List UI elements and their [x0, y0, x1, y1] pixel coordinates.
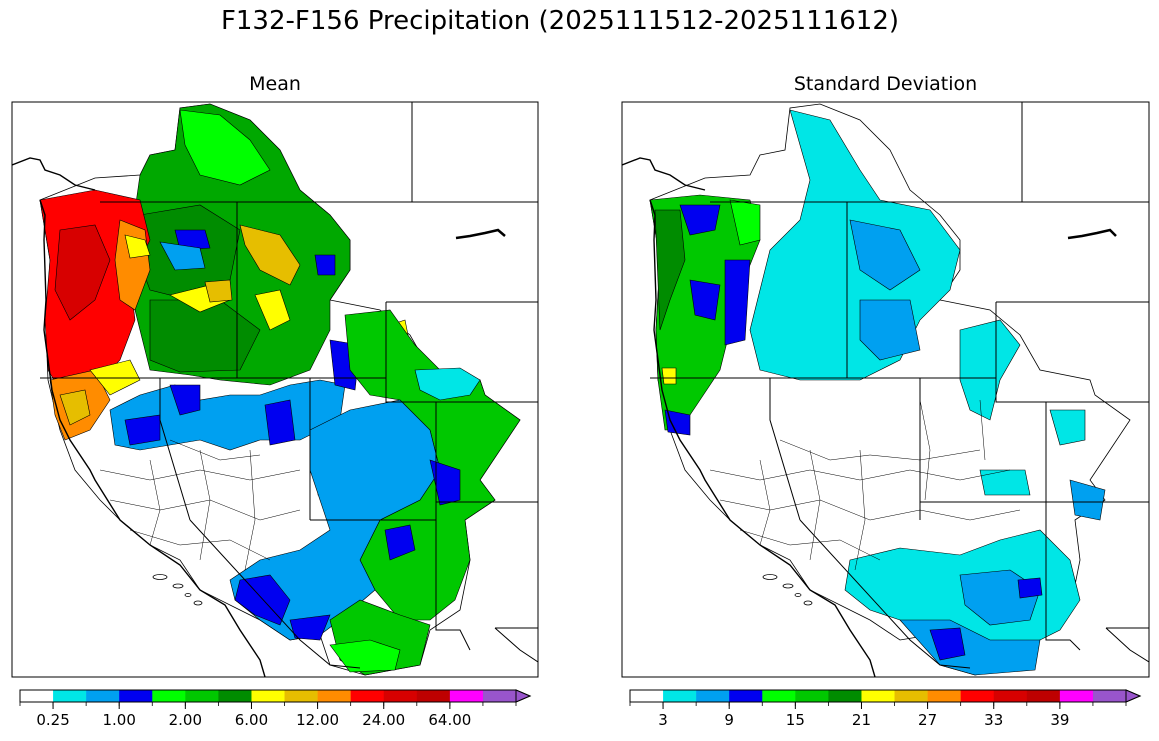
- mean-colorbar-segment: [482, 690, 517, 702]
- std-tick-label: 15: [785, 711, 805, 729]
- std-colorbar-segment: [762, 690, 796, 702]
- std-tick-label: 9: [724, 711, 734, 729]
- std-yellow-coast: [661, 367, 677, 385]
- std-colorbar-segment: [993, 690, 1028, 702]
- mean-yellow-3: [254, 289, 291, 331]
- mean-colorbar-segment: [53, 690, 87, 702]
- mean-blue-mid-2: [264, 399, 296, 446]
- std-tick-label: 39: [1050, 711, 1070, 729]
- std-sky-east: [1069, 479, 1106, 521]
- mean-state-borders: [40, 102, 538, 669]
- std-blue-south-2: [1017, 577, 1043, 599]
- mean-map-frame: [11, 101, 539, 678]
- std-colorbar-segment: [894, 690, 928, 702]
- mean-blue-south-1: [234, 574, 291, 626]
- mean-gold-1: [239, 224, 301, 286]
- std-lightgreen-coast: [729, 199, 761, 246]
- mean-colorbar-segment: [317, 690, 351, 702]
- mean-great-lake: [455, 228, 506, 240]
- mean-gold-sw: [59, 389, 91, 426]
- std-colorbar-segment: [795, 690, 829, 702]
- mean-panel-title: Mean: [249, 73, 301, 95]
- mean-colorbar-segment: [449, 690, 484, 702]
- figure-title: F132-F156 Precipitation (2025111512-2025…: [220, 6, 900, 36]
- std-colorbar-extend-arrow: [1125, 689, 1142, 703]
- mean-blue-mid-3: [124, 414, 161, 446]
- std-colorbar-segment: [1059, 690, 1094, 702]
- std-colorbar-segment: [729, 690, 763, 702]
- std-map-frame: [621, 101, 1150, 678]
- std-colorbar-segment: [828, 690, 862, 702]
- mean-tick-label: 64.00: [428, 711, 472, 729]
- mean-blue-2: [314, 254, 336, 276]
- std-colorbar: [629, 689, 1142, 709]
- std-colorbar-segment: [927, 690, 961, 702]
- mean-cyan-east: [414, 367, 481, 401]
- mean-colorbar-segment: [86, 690, 120, 702]
- mean-blue-south-3: [429, 459, 461, 506]
- std-islands: [762, 574, 813, 606]
- std-colorbar-segment: [960, 690, 995, 702]
- std-tick-label: 21: [851, 711, 871, 729]
- std-state-borders: [650, 102, 1149, 669]
- std-colorbar-segment: [1026, 690, 1061, 702]
- mean-colorbar-segment: [218, 690, 252, 702]
- std-sky-north-2: [859, 299, 921, 361]
- mean-lightgreen-patch: [179, 109, 271, 186]
- mean-colorbar-segment: [152, 690, 186, 702]
- std-darkgreen-coast: [654, 209, 686, 331]
- mean-darkred-patch: [54, 224, 111, 321]
- mean-islands: [152, 574, 203, 606]
- mean-colorbar: [19, 689, 532, 709]
- mean-basin-lines: [99, 439, 301, 571]
- mean-tick-label: 12.00: [296, 711, 340, 729]
- std-colorbar-segment: [861, 690, 895, 702]
- mean-colorbar-extend-arrow: [515, 689, 532, 703]
- mean-blue-south-2: [384, 524, 416, 561]
- mean-sky-1: [159, 241, 206, 271]
- std-blue-south: [929, 627, 966, 661]
- std-sky-north-1: [849, 219, 921, 291]
- std-tick-label: 27: [918, 711, 938, 729]
- std-cyan-east-2: [1049, 409, 1086, 446]
- std-colorbar-segment: [663, 690, 697, 702]
- std-panel-title: Standard Deviation: [793, 73, 978, 95]
- mean-colorbar-segment: [284, 690, 318, 702]
- mean-colorbar-segment: [185, 690, 219, 702]
- std-coastline: [622, 157, 876, 677]
- mean-colorbar-segment: [350, 690, 385, 702]
- mean-colorbar-segment: [119, 690, 153, 702]
- std-colorbar-segment: [1092, 690, 1127, 702]
- std-blue-coast-2: [689, 279, 721, 321]
- std-cyan-east: [959, 319, 1021, 421]
- std-blue-coast-4: [664, 409, 691, 436]
- mean-gold-2: [204, 279, 233, 303]
- mean-tick-label: 1.00: [102, 711, 136, 729]
- std-blue-coast-1: [679, 204, 721, 236]
- mean-colorbar-segment: [416, 690, 451, 702]
- std-tick-label: 33: [984, 711, 1004, 729]
- mean-colorbar-segment: [20, 690, 54, 702]
- mean-yellow-5: [124, 234, 151, 259]
- std-colorbar-segment: [696, 690, 730, 702]
- mean-lightgreen-south: [329, 639, 401, 673]
- std-tick-label: 3: [658, 711, 668, 729]
- mean-tick-label: 6.00: [234, 711, 269, 729]
- mean-blue-1: [174, 229, 211, 251]
- mean-tick-label: 24.00: [362, 711, 406, 729]
- mean-map: [12, 102, 538, 677]
- mean-tick-label: 0.25: [36, 711, 70, 729]
- std-cyan-east-3: [979, 469, 1031, 496]
- std-map: [622, 102, 1149, 677]
- mean-colorbar-segment: [383, 690, 418, 702]
- std-colorbar-segment: [630, 690, 664, 702]
- std-basin-lines: [709, 399, 1021, 571]
- mean-tick-label: 2.00: [168, 711, 203, 729]
- std-blue-coast-3: [724, 259, 751, 346]
- mean-colorbar-segment: [251, 690, 285, 702]
- mean-blue-mid-1: [169, 384, 201, 416]
- std-great-lake: [1067, 228, 1117, 240]
- mean-coastline: [12, 157, 266, 677]
